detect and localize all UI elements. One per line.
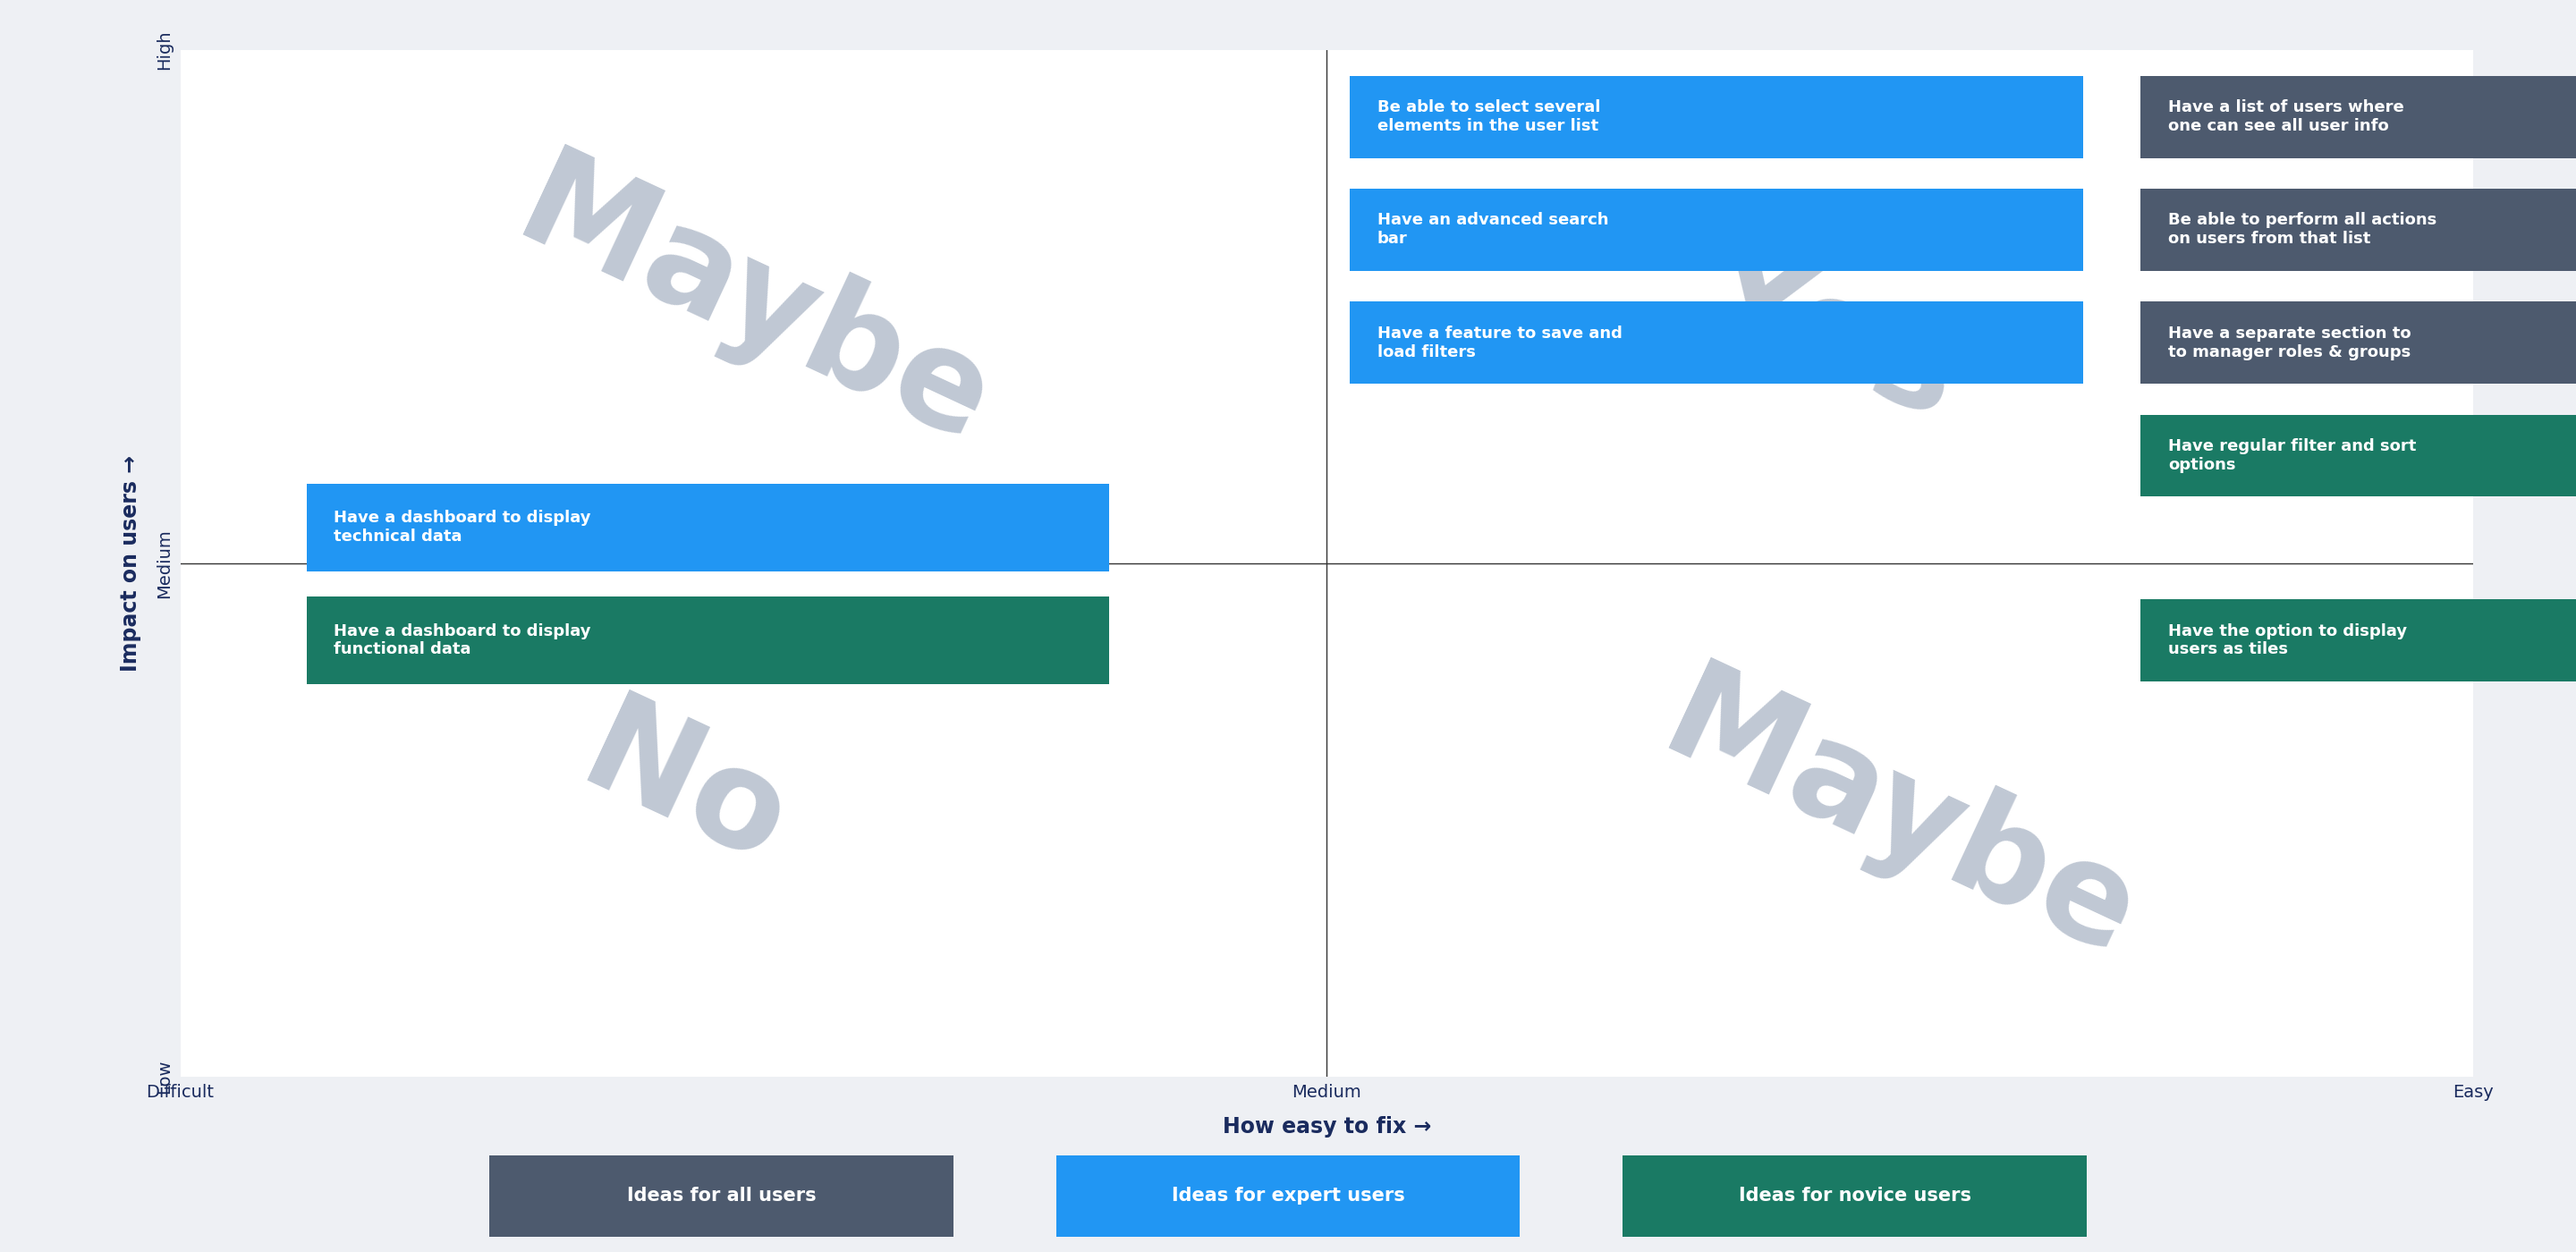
FancyBboxPatch shape — [307, 597, 1108, 684]
Text: Ideas for expert users: Ideas for expert users — [1172, 1187, 1404, 1204]
FancyBboxPatch shape — [2141, 414, 2576, 497]
Text: Have a list of users where
one can see all user info: Have a list of users where one can see a… — [2169, 99, 2403, 134]
Text: Ideas for all users: Ideas for all users — [626, 1187, 817, 1204]
FancyBboxPatch shape — [307, 483, 1108, 571]
Y-axis label: Impact on users →: Impact on users → — [118, 456, 142, 671]
FancyBboxPatch shape — [1350, 189, 2084, 270]
Text: Be able to select several
elements in the user list: Be able to select several elements in th… — [1378, 99, 1600, 134]
X-axis label: How easy to fix →: How easy to fix → — [1224, 1116, 1430, 1138]
Text: Ideas for novice users: Ideas for novice users — [1739, 1187, 1971, 1204]
Text: No: No — [562, 685, 806, 894]
Text: Have a dashboard to display
technical data: Have a dashboard to display technical da… — [335, 510, 590, 545]
FancyBboxPatch shape — [2141, 600, 2576, 681]
Text: Have regular filter and sort
options: Have regular filter and sort options — [2169, 438, 2416, 473]
FancyBboxPatch shape — [1350, 75, 2084, 158]
Text: Yes: Yes — [1685, 230, 1976, 444]
Text: Have an advanced search
bar: Have an advanced search bar — [1378, 213, 1607, 247]
Text: Have the option to display
users as tiles: Have the option to display users as tile… — [2169, 623, 2406, 657]
FancyBboxPatch shape — [2141, 75, 2576, 158]
Text: Have a feature to save and
load filters: Have a feature to save and load filters — [1378, 326, 1623, 361]
Text: Maybe: Maybe — [1643, 652, 2156, 988]
Text: Have a dashboard to display
functional data: Have a dashboard to display functional d… — [335, 623, 590, 657]
Text: Maybe: Maybe — [497, 139, 1010, 475]
FancyBboxPatch shape — [2141, 189, 2576, 270]
FancyBboxPatch shape — [2141, 302, 2576, 383]
FancyBboxPatch shape — [1350, 302, 2084, 383]
Text: Be able to perform all actions
on users from that list: Be able to perform all actions on users … — [2169, 213, 2437, 247]
Text: Have a separate section to
to manager roles & groups: Have a separate section to to manager ro… — [2169, 326, 2411, 361]
